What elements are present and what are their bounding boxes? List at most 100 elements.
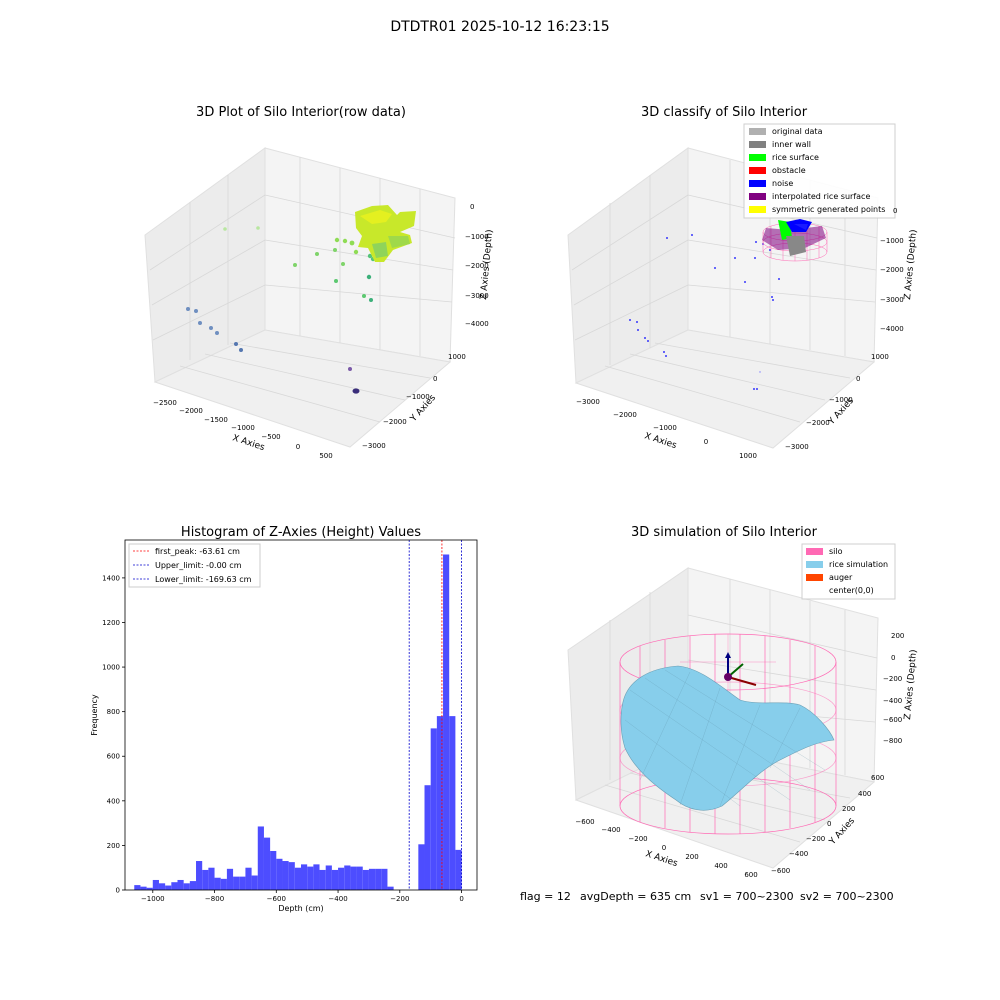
histogram-bar <box>165 885 172 890</box>
simulation-3d-y-ticks: 600 400 200 0 −200 −400 −600 <box>771 774 884 875</box>
raw-3d-axes-box <box>144 147 456 448</box>
histogram-bar <box>189 881 197 890</box>
histogram-bar <box>338 867 345 890</box>
raw-3d-points <box>186 205 416 394</box>
histogram-bar <box>171 882 178 890</box>
classify-3d-inner-wall <box>786 236 806 256</box>
simulation-3d-ylabel: Y Axies <box>827 816 857 848</box>
histogram-bar <box>152 879 159 890</box>
simulation-3d-z-tick: 0 <box>891 654 895 662</box>
classify-3d-zlabel: Z Axies (Depth) <box>903 229 919 300</box>
classify-3d-y-tick: 0 <box>856 375 860 383</box>
raw-3d-y-tick: −2000 <box>383 418 407 426</box>
histogram-bar <box>183 883 190 890</box>
histogram-bar <box>257 826 264 890</box>
histogram-bar <box>282 861 289 890</box>
simulation-3d-z-tick: −400 <box>883 697 902 705</box>
histogram-bar <box>368 868 376 890</box>
histogram-bar <box>220 878 227 890</box>
raw-3d-z-tick: −2000 <box>465 262 489 270</box>
classify-3d-x-tick: 1000 <box>739 452 757 460</box>
raw-3d-x-tick: −2000 <box>179 407 203 415</box>
classify-3d-z-tick: −3000 <box>880 296 904 304</box>
raw-3d-y-tick: −1000 <box>406 393 430 401</box>
histogram-frame <box>124 539 478 891</box>
raw-3d-z-tick: −3000 <box>465 292 489 300</box>
classify-3d-z-ticks: 0 −1000 −2000 −3000 −4000 <box>880 207 904 333</box>
histogram-bar <box>325 865 332 890</box>
histogram-bar <box>294 867 301 890</box>
classify-3d-legend: original data inner wall rice surface ob… <box>743 123 896 219</box>
histogram-bar <box>263 837 271 890</box>
histogram-y-tick-label: 0 <box>116 887 120 895</box>
histogram-bar <box>158 883 166 890</box>
histogram-bar <box>381 868 388 890</box>
histogram-bar <box>319 869 326 890</box>
figure-title: DTDTR01 2025-10-12 16:23:15 <box>390 19 609 35</box>
histogram-x-tick-label: 0 <box>459 895 463 903</box>
histogram-bar <box>375 868 382 890</box>
classify-3d-y-tick: −3000 <box>785 443 809 451</box>
histogram-y-tick-label: 1000 <box>102 664 120 672</box>
simulation-3d-auger <box>724 652 757 686</box>
histogram-y-ticks: 0 200 400 600 800 1000 1200 1400 <box>102 574 125 895</box>
classify-3d-title: 3D classify of Silo Interior <box>641 105 808 120</box>
raw-3d-x-tick: 500 <box>319 452 332 460</box>
classify-3d-x-tick: 0 <box>704 438 708 446</box>
histogram-bar <box>307 866 314 890</box>
histogram-bar <box>276 858 283 890</box>
legend-rice-surface: rice surface <box>772 153 819 162</box>
raw-3d-x-tick: −1500 <box>204 416 228 424</box>
histogram-bar <box>455 849 462 890</box>
legend-rice-simulation: rice simulation <box>829 560 888 569</box>
classify-3d-x-ticks: −3000 −2000 −1000 0 1000 <box>576 398 757 460</box>
simulation-3d-z-tick: −600 <box>883 716 902 724</box>
histogram-bar <box>140 886 147 890</box>
legend-upper-limit: Upper_limit: -0.00 cm <box>155 561 242 570</box>
raw-3d-z-tick: −4000 <box>465 320 489 328</box>
histogram-bar <box>134 885 141 890</box>
classify-3d-y-tick: 1000 <box>871 353 889 361</box>
raw-3d-y-tick: −3000 <box>362 442 386 450</box>
raw-3d-x-tick: −2500 <box>153 399 177 407</box>
simulation-3d-xlabel: X Axies <box>644 849 679 869</box>
simulation-3d-y-tick: −600 <box>771 867 790 875</box>
simulation-3d-x-tick: −400 <box>601 826 620 834</box>
classify-3d-x-tick: −2000 <box>613 411 637 419</box>
simulation-3d-x-tick: −600 <box>575 818 594 826</box>
classify-3d-z-tick: 0 <box>893 207 897 215</box>
histogram-ref-lines <box>408 540 462 890</box>
legend-interpolated: interpolated rice surface <box>772 192 870 201</box>
histogram-bar <box>449 716 456 890</box>
histogram-xlabel: Depth (cm) <box>278 904 323 913</box>
panel-simulation-3d: 3D simulation of Silo Interior <box>567 525 919 879</box>
histogram-bar <box>202 869 209 890</box>
histogram-bar <box>196 861 203 890</box>
histogram-x-ticks: −1000 −800 −600 −400 −200 0 <box>141 890 464 903</box>
histogram-bar <box>387 886 394 890</box>
legend-silo: silo <box>829 547 843 556</box>
simulation-3d-y-tick: 400 <box>858 790 871 798</box>
caption-sv1: sv1 = 700~2300 <box>700 890 794 903</box>
histogram-bar <box>233 876 240 890</box>
raw-3d-x-tick: 0 <box>296 443 300 451</box>
raw-3d-x-tick: −500 <box>261 433 280 441</box>
classify-3d-z-tick: −1000 <box>880 237 904 245</box>
caption-avg-depth: avgDepth = 635 cm <box>580 890 691 903</box>
legend-noise: noise <box>772 179 793 188</box>
simulation-3d-title: 3D simulation of Silo Interior <box>631 525 818 540</box>
legend-original-data: original data <box>772 127 823 136</box>
raw-3d-z-tick: −1000 <box>465 233 489 241</box>
raw-3d-x-ticks: −2500 −2000 −1500 −1000 −500 0 500 <box>153 399 333 460</box>
raw-3d-y-ticks: 1000 0 −1000 −2000 −3000 <box>362 353 466 450</box>
simulation-3d-y-tick: −200 <box>806 835 825 843</box>
classify-3d-y-ticks: 1000 0 −1000 −2000 −3000 <box>785 353 889 451</box>
raw-3d-y-tick: 0 <box>433 375 437 383</box>
raw-3d-z-tick: 0 <box>470 203 474 211</box>
histogram-y-tick-label: 1400 <box>102 574 120 582</box>
legend-obstacle: obstacle <box>772 166 806 175</box>
histogram-bar <box>226 868 234 890</box>
classify-3d-y-tick: −2000 <box>806 419 830 427</box>
simulation-3d-x-tick: 0 <box>662 844 666 852</box>
classify-3d-z-tick: −4000 <box>880 325 904 333</box>
